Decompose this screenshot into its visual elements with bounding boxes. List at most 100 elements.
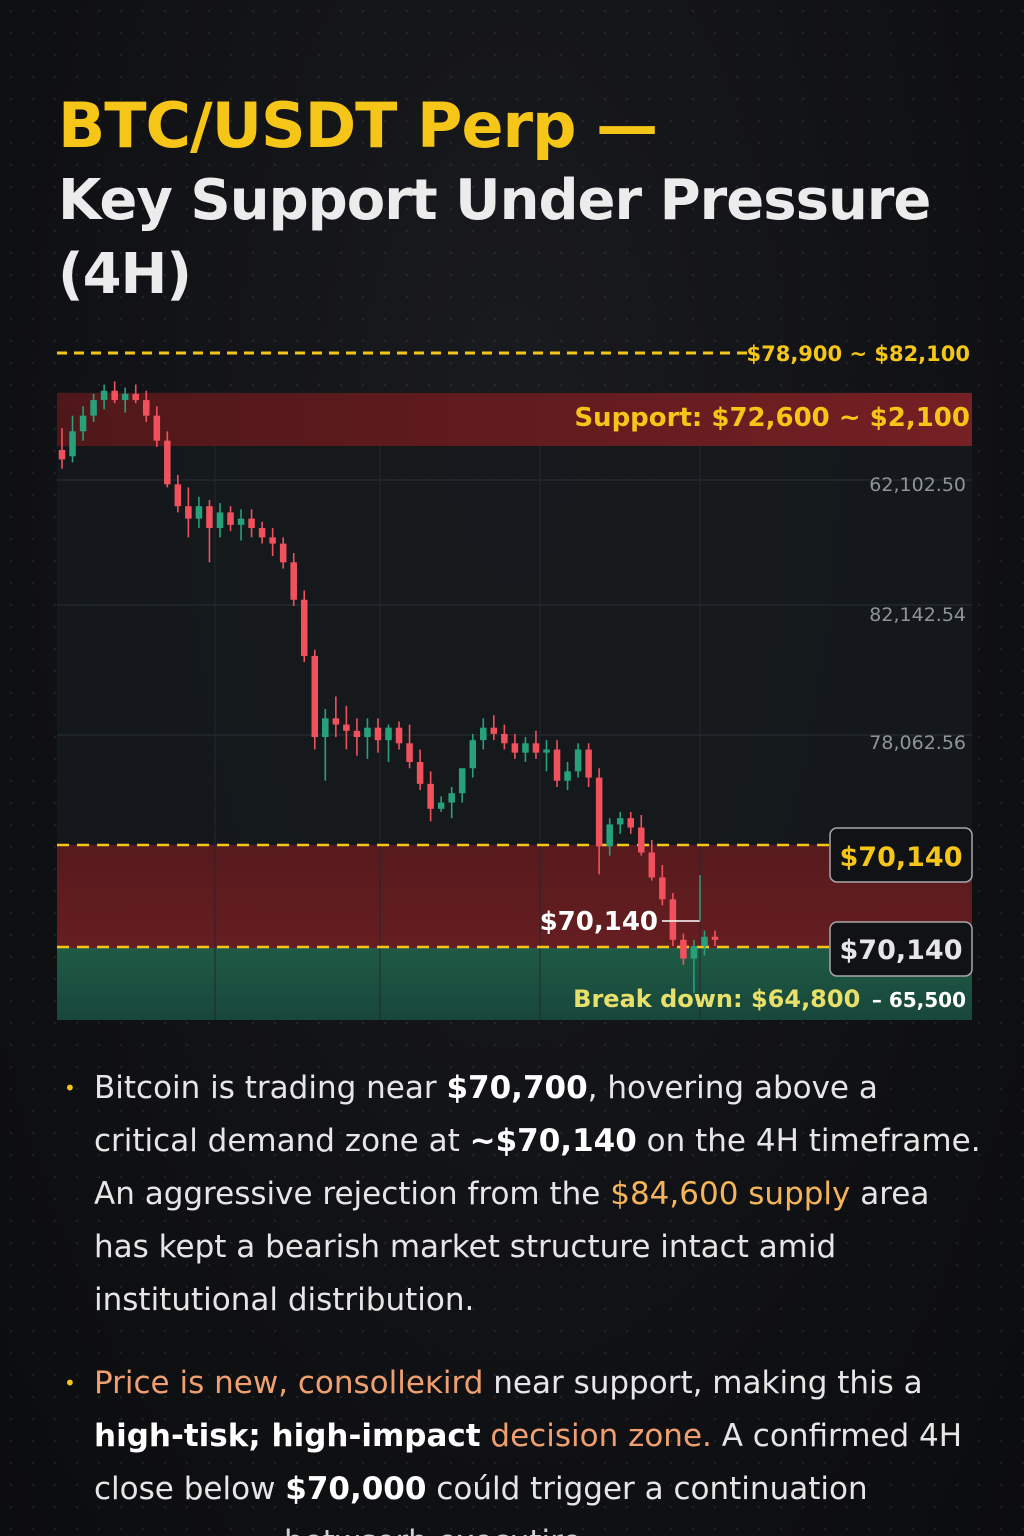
axis-label-3: 78,062.56 <box>869 732 966 754</box>
low-annotation-label: $70,140 <box>540 907 658 937</box>
candle <box>290 552 297 607</box>
candle <box>153 406 161 447</box>
candle-body-bull <box>690 946 698 959</box>
candle <box>406 724 413 769</box>
candle-body-bull <box>564 771 571 781</box>
candle <box>711 930 719 947</box>
candle <box>669 893 677 947</box>
candle <box>585 743 592 787</box>
candle <box>121 387 129 413</box>
candle <box>458 768 466 803</box>
candle <box>216 503 224 538</box>
candle-body-bull <box>322 718 329 738</box>
bullet-2-text-c: decision zone. <box>480 1418 712 1454</box>
candle <box>648 840 656 881</box>
candle <box>606 818 613 856</box>
candle <box>58 428 66 469</box>
candle <box>448 786 455 819</box>
candle <box>185 487 192 538</box>
level-tag-lower: $70,140 <box>829 921 973 977</box>
candle <box>195 496 203 529</box>
candle <box>616 811 624 834</box>
chart-svg: $78,900 ~ $82,100 Support: $72,600 ~ $2,… <box>57 342 973 1020</box>
candle-body-bull <box>216 512 224 529</box>
candle-body-bull <box>543 749 550 753</box>
candle-body-bear <box>58 450 66 460</box>
bullet-dot-icon: • <box>64 1076 76 1100</box>
candle <box>111 381 118 404</box>
bullet-2-text-d: A confirmed 4H close below <box>94 1418 963 1507</box>
candle-body-bear <box>111 390 118 401</box>
candle <box>659 864 666 906</box>
candle <box>322 708 329 781</box>
candle <box>469 733 477 778</box>
candle-body-bull <box>364 727 371 738</box>
candle-body-bear <box>711 936 719 940</box>
candle <box>69 415 76 463</box>
candle-body-bear <box>142 400 150 416</box>
candle <box>79 406 87 441</box>
candle-body-bull <box>385 727 392 741</box>
bullet-1-supply-level: $84,600 supply <box>610 1176 851 1212</box>
candle <box>374 718 382 753</box>
candle-body-bear <box>585 749 592 778</box>
candle <box>501 724 508 750</box>
candle <box>385 724 392 763</box>
candle <box>395 721 403 750</box>
analysis-bullets: • Bitcoin is trading near $70,700, hover… <box>60 1062 990 1536</box>
candle-body-bull <box>437 802 445 809</box>
candle-body-bear <box>648 852 656 878</box>
candle-body-bear <box>248 518 255 529</box>
candle <box>480 718 487 750</box>
candle-body-bear <box>511 743 519 753</box>
breakdown-label-main: Break down: $64,800 <box>573 985 860 1013</box>
breakdown-label-tail: – 65,500 <box>872 988 966 1012</box>
candle-body-bear <box>290 562 297 600</box>
support-band-label: Support: $72,600 ~ $2,100 <box>574 403 970 433</box>
candle <box>258 521 266 544</box>
candle-body-bear <box>659 877 666 900</box>
candle-body-bear <box>490 727 498 734</box>
candle <box>174 474 182 513</box>
candle <box>690 939 698 993</box>
page-title: BTC/USDT Perp — Key Support Under Pressu… <box>58 88 998 312</box>
candle <box>311 649 319 750</box>
candle <box>553 740 561 787</box>
candle-body-bull <box>195 506 203 519</box>
candle <box>132 384 139 404</box>
top-resistance-label: $78,900 ~ $82,100 <box>746 342 970 366</box>
candle <box>269 528 276 557</box>
bullet-1-price: $70,700 <box>446 1070 588 1106</box>
bullet-1-text-c: on the 4H timeframe. An aggressive rejec… <box>94 1123 981 1212</box>
candle-body-bull <box>237 518 245 525</box>
level-tag-lower-label: $70,140 <box>840 935 963 966</box>
candle <box>511 733 519 759</box>
candle-body-bear <box>353 730 361 738</box>
price-chart: $78,900 ~ $82,100 Support: $72,600 ~ $2,… <box>0 330 1024 1030</box>
candle-body-bull <box>522 743 529 753</box>
candle <box>100 384 108 410</box>
title-line-timeframe: (4H) <box>58 242 192 307</box>
candle-body-bear <box>343 724 350 731</box>
candle-body-bull <box>100 390 108 401</box>
bullet-dot-icon: • <box>64 1371 76 1395</box>
candle <box>248 509 255 538</box>
candle-body-bull <box>574 749 582 772</box>
candle-body-bear <box>406 743 413 763</box>
candle-body-bear <box>227 512 234 525</box>
candle-body-bear <box>532 743 540 753</box>
candle-body-bull <box>69 431 76 457</box>
candle-body-bear <box>132 393 139 401</box>
candle <box>522 737 529 763</box>
candle <box>206 499 213 563</box>
bullet-item-2: • Price is new, consolleĸird near suppor… <box>60 1357 990 1536</box>
candle <box>532 730 540 759</box>
bullet-2-level: $70,000 <box>285 1471 427 1507</box>
candle <box>279 537 287 569</box>
candle-body-bear <box>300 599 308 656</box>
bullet-2-cutoff-line: betwsorb executire <box>284 1516 990 1536</box>
candlestick-series <box>58 381 719 993</box>
candle-body-bull <box>469 740 477 769</box>
bullet-item-1: • Bitcoin is trading near $70,700, hover… <box>60 1062 990 1327</box>
candle-body-bear <box>553 749 561 781</box>
